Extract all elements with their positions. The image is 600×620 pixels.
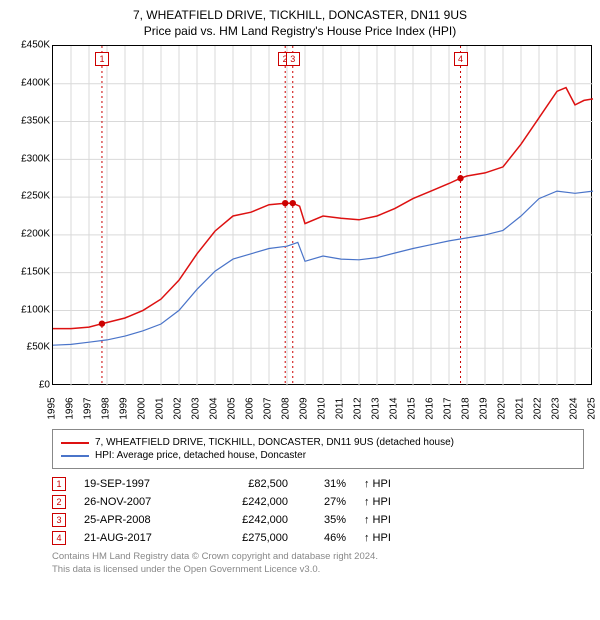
x-tick-label: 2006	[245, 398, 256, 420]
table-row: 2 26-NOV-2007 £242,000 27% ↑ HPI	[52, 493, 584, 511]
x-tick-label: 2005	[227, 398, 238, 420]
y-tick-label: £0	[39, 380, 50, 391]
event-marker: 1	[95, 52, 109, 66]
legend-label: HPI: Average price, detached house, Donc…	[95, 450, 306, 461]
y-tick-label: £400K	[21, 77, 50, 88]
table-hpi-indicator: ↑ HPI	[364, 478, 391, 490]
x-tick-label: 2004	[209, 398, 220, 420]
legend-box: 7, WHEATFIELD DRIVE, TICKHILL, DONCASTER…	[52, 429, 584, 469]
y-axis: £0£50K£100K£150K£200K£250K£300K£350K£400…	[8, 45, 52, 385]
x-tick-label: 2023	[551, 398, 562, 420]
table-price: £82,500	[208, 478, 288, 490]
plot-svg	[53, 46, 593, 386]
y-tick-label: £150K	[21, 266, 50, 277]
table-marker: 1	[52, 477, 66, 491]
y-tick-label: £250K	[21, 191, 50, 202]
x-tick-label: 2015	[407, 398, 418, 420]
x-tick-label: 2008	[281, 398, 292, 420]
x-tick-label: 2007	[263, 398, 274, 420]
chart-area: £0 £50K £100K £150K £200K £250K £300K £350K £400…	[8, 45, 592, 425]
table-hpi-indicator: ↑ HPI	[364, 532, 391, 544]
y-tick-label: £100K	[21, 304, 50, 315]
plot-area: 1234	[52, 45, 592, 385]
x-tick-label: 2025	[587, 398, 598, 420]
sales-table: 1 19-SEP-1997 £82,500 31% ↑ HPI 2 26-NOV-2007 £…	[52, 475, 584, 547]
table-date: 26-NOV-2007	[84, 496, 190, 508]
x-tick-label: 2002	[173, 398, 184, 420]
table-date: 25-APR-2008	[84, 514, 190, 526]
x-tick-label: 1999	[119, 398, 130, 420]
event-marker: 4	[454, 52, 468, 66]
x-tick-label: 2022	[533, 398, 544, 420]
x-tick-label: 1996	[65, 398, 76, 420]
title-block: 7, WHEATFIELD DRIVE, TICKHILL, DONCASTER…	[8, 8, 592, 39]
x-tick-label: 2021	[515, 398, 526, 420]
x-tick-label: 2018	[461, 398, 472, 420]
footer-line-2: This data is licensed under the Open Gov…	[52, 564, 584, 576]
table-pct: 27%	[306, 496, 346, 508]
x-tick-label: 2016	[425, 398, 436, 420]
title-line-1: 7, WHEATFIELD DRIVE, TICKHILL, DONCASTER…	[8, 8, 592, 24]
x-axis: 1995199619971998199920002001200220032004…	[52, 385, 592, 425]
y-tick-label: £350K	[21, 115, 50, 126]
x-tick-label: 2017	[443, 398, 454, 420]
table-row: 4 21-AUG-2017 £275,000 46% ↑ HPI	[52, 529, 584, 547]
table-hpi-indicator: ↑ HPI	[364, 514, 391, 526]
table-row: 1 19-SEP-1997 £82,500 31% ↑ HPI	[52, 475, 584, 493]
table-price: £242,000	[208, 514, 288, 526]
table-pct: 31%	[306, 478, 346, 490]
y-tick-label: £300K	[21, 153, 50, 164]
sale-dot	[290, 200, 296, 206]
event-marker: 3	[286, 52, 300, 66]
x-tick-label: 2019	[479, 398, 490, 420]
footer-line-1: Contains HM Land Registry data © Crown c…	[52, 551, 584, 563]
x-tick-label: 2024	[569, 398, 580, 420]
legend-swatch	[61, 442, 89, 444]
legend-label: 7, WHEATFIELD DRIVE, TICKHILL, DONCASTER…	[95, 437, 454, 448]
x-tick-label: 2011	[335, 398, 346, 420]
table-marker: 2	[52, 495, 66, 509]
table-marker: 4	[52, 531, 66, 545]
title-line-2: Price paid vs. HM Land Registry's House …	[8, 24, 592, 40]
table-marker: 3	[52, 513, 66, 527]
legend-row: 7, WHEATFIELD DRIVE, TICKHILL, DONCASTER…	[61, 436, 575, 449]
footer-attribution: Contains HM Land Registry data © Crown c…	[52, 551, 584, 576]
sale-dot	[457, 175, 463, 181]
x-tick-label: 2003	[191, 398, 202, 420]
x-tick-label: 1998	[101, 398, 112, 420]
x-tick-label: 2001	[155, 398, 166, 420]
y-tick-label: £50K	[27, 342, 50, 353]
legend-swatch	[61, 455, 89, 457]
x-tick-label: 2020	[497, 398, 508, 420]
table-row: 3 25-APR-2008 £242,000 35% ↑ HPI	[52, 511, 584, 529]
x-tick-label: 2014	[389, 398, 400, 420]
legend-row: HPI: Average price, detached house, Donc…	[61, 449, 575, 462]
x-tick-label: 2013	[371, 398, 382, 420]
sale-dot	[282, 200, 288, 206]
x-tick-label: 1997	[83, 398, 94, 420]
x-tick-label: 2010	[317, 398, 328, 420]
table-date: 19-SEP-1997	[84, 478, 190, 490]
y-tick-label: £200K	[21, 229, 50, 240]
x-tick-label: 2009	[299, 398, 310, 420]
table-price: £275,000	[208, 532, 288, 544]
x-tick-label: 1995	[47, 398, 58, 420]
table-pct: 35%	[306, 514, 346, 526]
table-date: 21-AUG-2017	[84, 532, 190, 544]
x-tick-label: 2000	[137, 398, 148, 420]
y-tick-label: £450K	[21, 40, 50, 51]
table-hpi-indicator: ↑ HPI	[364, 496, 391, 508]
chart-page: 7, WHEATFIELD DRIVE, TICKHILL, DONCASTER…	[0, 0, 600, 620]
x-tick-label: 2012	[353, 398, 364, 420]
table-price: £242,000	[208, 496, 288, 508]
table-pct: 46%	[306, 532, 346, 544]
sale-dot	[99, 321, 105, 327]
